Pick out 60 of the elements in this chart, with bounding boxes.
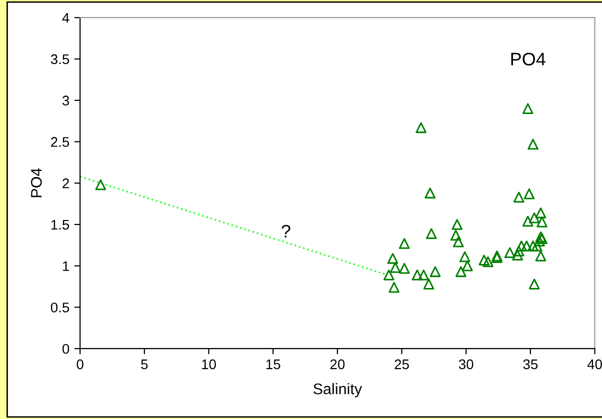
point [450,230,462,241]
x-tick-label: 5 [141,360,148,370]
y-tick-label: 3 [62,96,70,106]
point [383,270,394,280]
point [416,122,426,134]
point [522,216,534,227]
point [390,262,401,273]
point [412,270,423,280]
point [524,188,535,200]
y-tick-label: 0.5 [50,302,70,312]
point [430,266,441,278]
point [452,219,463,230]
x-tick-label: 30 [458,359,474,370]
point [482,256,494,268]
x-tick-label: 10 [202,359,216,370]
point [521,240,532,252]
x-tick-label: 40 [587,359,602,370]
x-axis-title: Salinity [313,383,362,398]
point [504,247,516,258]
point [398,262,410,274]
point [426,228,437,240]
y-tick-label: 1.5 [51,220,70,230]
y-tick-label: 2.5 [51,137,70,147]
y-tick-label: 4 [62,13,70,23]
y-tick-label: 1 [62,261,69,271]
x-tick-label: 0 [76,359,84,370]
y-tick-label: 0 [62,344,70,354]
point [528,212,540,224]
point [388,282,400,293]
annotation: PO4 [511,52,546,66]
point [535,207,546,218]
point [528,278,540,290]
point [516,240,527,252]
point [528,138,538,150]
point [513,246,524,256]
point [535,250,546,262]
y-tick-label: 2 [62,178,69,188]
y-axis-title: PO4 [30,168,42,198]
point [424,188,436,198]
x-tick-label: 25 [394,359,409,370]
x-tick-label: 35 [523,359,538,370]
point [462,260,473,272]
y-tick-label: 3.5 [50,54,70,64]
point [95,179,106,190]
point [512,250,523,261]
point [387,252,398,264]
point [522,103,534,114]
x-tick-label: 20 [330,359,345,370]
point [423,278,434,290]
point [456,266,466,278]
point [418,270,430,280]
x-tick-label: 15 [266,360,280,370]
point [398,238,410,249]
annotation: ? [282,224,290,238]
point [536,216,548,228]
point [459,251,470,262]
point [528,240,538,252]
point [513,192,524,203]
point [452,236,464,248]
point [478,254,490,266]
